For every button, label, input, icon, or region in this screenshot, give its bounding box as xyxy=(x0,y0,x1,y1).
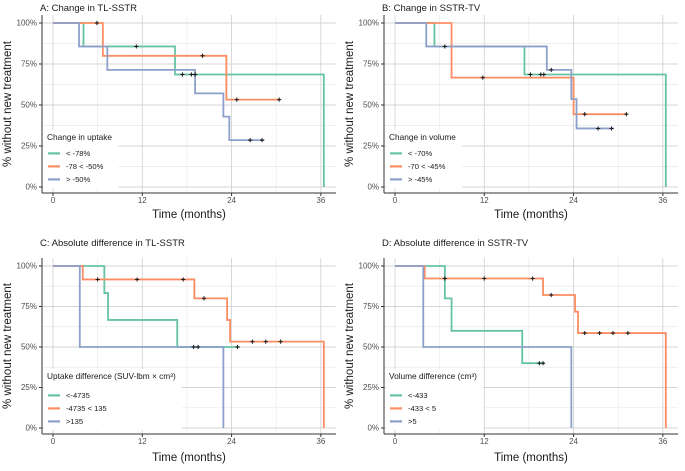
svg-text:< -78%: < -78% xyxy=(66,149,91,158)
svg-text:D: Absolute difference in SSTR: D: Absolute difference in SSTR-TV xyxy=(382,238,529,249)
svg-text:0: 0 xyxy=(51,437,56,446)
svg-text:<-4735: <-4735 xyxy=(66,391,90,400)
svg-text:C: Absolute difference in TL-S: C: Absolute difference in TL-SSTR xyxy=(40,238,185,249)
svg-text:100%: 100% xyxy=(359,262,379,271)
svg-text:36: 36 xyxy=(316,437,325,446)
svg-text:> -50%: > -50% xyxy=(66,175,91,184)
panel-a-container: 0% 25% 50% 75% 100% 0 12 24 36 A: Change in TL-SS… xyxy=(0,0,342,235)
svg-text:Change in volume: Change in volume xyxy=(389,132,456,142)
svg-text:24: 24 xyxy=(227,196,236,205)
svg-text:12: 12 xyxy=(480,196,489,205)
svg-text:-433 < 5: -433 < 5 xyxy=(408,404,436,413)
panel-b-container: 0% 25% 50% 75% 100% 0 12 24 36 B: Change in SSTR-… xyxy=(342,0,685,235)
svg-text:50%: 50% xyxy=(363,343,379,352)
km-panel-a: 0% 25% 50% 75% 100% 0 12 24 36 A: Change in TL-SS… xyxy=(2,3,336,221)
svg-text:12: 12 xyxy=(480,437,489,446)
svg-text:>135: >135 xyxy=(66,417,83,426)
svg-text:% without new treatment: % without new treatment xyxy=(2,282,14,409)
svg-text:0: 0 xyxy=(51,196,56,205)
km-panel-c: 0% 25% 50% 75% 100% 0 12 24 36 C: Absolute differ… xyxy=(2,238,336,464)
svg-text:24: 24 xyxy=(569,437,578,446)
svg-text:Time (months): Time (months) xyxy=(152,209,226,221)
svg-text:0: 0 xyxy=(393,437,398,446)
svg-text:>5: >5 xyxy=(408,417,417,426)
svg-text:Change in uptake: Change in uptake xyxy=(47,132,112,142)
svg-text:25%: 25% xyxy=(21,383,37,392)
svg-text:25%: 25% xyxy=(363,383,379,392)
svg-text:<-433: <-433 xyxy=(408,391,428,400)
svg-text:36: 36 xyxy=(658,196,667,205)
svg-text:Time (months): Time (months) xyxy=(494,209,568,221)
panel-c-container: 0% 25% 50% 75% 100% 0 12 24 36 C: Absolute differ… xyxy=(0,235,342,471)
svg-text:B: Change in SSTR-TV: B: Change in SSTR-TV xyxy=(382,3,481,14)
svg-text:0%: 0% xyxy=(25,183,37,192)
svg-text:100%: 100% xyxy=(359,19,379,28)
svg-text:0%: 0% xyxy=(25,424,37,433)
svg-text:> -45%: > -45% xyxy=(408,175,433,184)
svg-text:0%: 0% xyxy=(367,424,379,433)
svg-text:24: 24 xyxy=(227,437,236,446)
svg-text:-78 < -50%: -78 < -50% xyxy=(66,162,104,171)
svg-text:75%: 75% xyxy=(21,60,37,69)
svg-text:0%: 0% xyxy=(367,183,379,192)
svg-text:< -70%: < -70% xyxy=(408,149,433,158)
svg-text:Time (months): Time (months) xyxy=(494,452,568,464)
svg-text:100%: 100% xyxy=(17,262,37,271)
svg-text:50%: 50% xyxy=(21,101,37,110)
svg-text:-70 < -45%: -70 < -45% xyxy=(408,162,446,171)
svg-text:25%: 25% xyxy=(21,142,37,151)
svg-text:Volume difference (cm³): Volume difference (cm³) xyxy=(389,371,477,381)
svg-text:0: 0 xyxy=(393,196,398,205)
svg-text:50%: 50% xyxy=(363,101,379,110)
svg-text:25%: 25% xyxy=(363,142,379,151)
svg-text:36: 36 xyxy=(316,196,325,205)
panel-d-container: 0% 25% 50% 75% 100% 0 12 24 36 D: Absolute differ… xyxy=(342,235,685,471)
km-panel-b: 0% 25% 50% 75% 100% 0 12 24 36 B: Change in SSTR-… xyxy=(344,3,678,221)
svg-text:75%: 75% xyxy=(21,302,37,311)
svg-text:12: 12 xyxy=(138,196,147,205)
svg-text:-4735 < 135: -4735 < 135 xyxy=(66,404,107,413)
svg-text:75%: 75% xyxy=(363,302,379,311)
svg-text:24: 24 xyxy=(569,196,578,205)
svg-text:Time (months): Time (months) xyxy=(152,452,226,464)
svg-text:50%: 50% xyxy=(21,343,37,352)
svg-text:% without new treatment: % without new treatment xyxy=(344,40,356,167)
svg-text:75%: 75% xyxy=(363,60,379,69)
svg-text:12: 12 xyxy=(138,437,147,446)
svg-text:100%: 100% xyxy=(17,19,37,28)
km-panel-d: 0% 25% 50% 75% 100% 0 12 24 36 D: Absolute differ… xyxy=(344,238,678,464)
svg-text:Uptake difference (SUV-lbm × c: Uptake difference (SUV-lbm × cm³) xyxy=(47,371,176,381)
svg-text:% without new treatment: % without new treatment xyxy=(344,282,356,409)
svg-text:A: Change in TL-SSTR: A: Change in TL-SSTR xyxy=(40,3,137,14)
svg-text:36: 36 xyxy=(658,437,667,446)
svg-text:% without new treatment: % without new treatment xyxy=(2,40,14,167)
